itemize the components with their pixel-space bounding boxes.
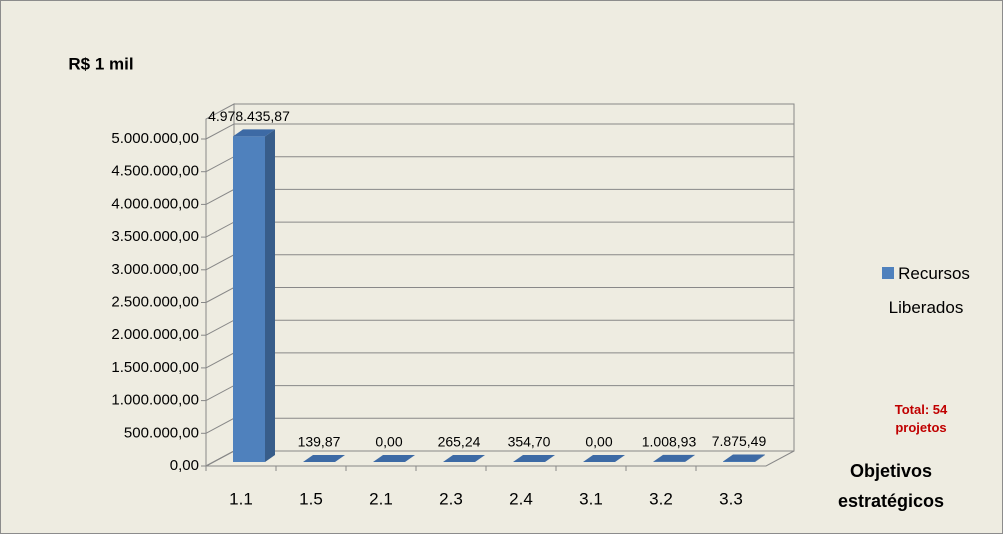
grid-line <box>205 417 794 434</box>
legend: Recursos Liberados <box>856 257 996 325</box>
bar-top <box>373 455 415 462</box>
bar-side <box>755 454 765 462</box>
floor <box>205 450 795 467</box>
grid-line <box>205 352 794 369</box>
legend-label: Recursos Liberados <box>888 264 970 317</box>
y-tick-label: 0,00 <box>170 457 199 474</box>
y-tick-label: 5.000.000,00 <box>111 130 199 147</box>
y-tick-label: 2.500.000,00 <box>111 293 199 310</box>
side-wall <box>205 103 235 467</box>
data-label: 1.008,93 <box>642 434 697 450</box>
bar-top <box>583 455 625 462</box>
grid-line <box>205 221 794 238</box>
y-tick-label: 4.000.000,00 <box>111 195 199 212</box>
grid-line <box>205 385 794 402</box>
y-tick-label: 3.000.000,00 <box>111 261 199 278</box>
legend-swatch <box>882 267 895 279</box>
bar-top <box>653 454 695 462</box>
back-wall <box>233 103 795 452</box>
x-tick-label: 1.1 <box>229 489 253 508</box>
grid-line <box>205 254 794 271</box>
y-tick-label: 500.000,00 <box>124 424 199 441</box>
grid-line <box>205 123 794 140</box>
bar-side <box>685 454 695 462</box>
bar-top <box>723 454 765 462</box>
x-axis-title: Objetivos estratégicos <box>837 461 945 511</box>
x-tick-label: 3.2 <box>649 489 673 508</box>
bar-side <box>335 454 345 462</box>
grid-line <box>205 450 794 467</box>
data-label: 265,24 <box>438 434 481 450</box>
bar <box>233 136 265 463</box>
y-tick-label: 2.000.000,00 <box>111 326 199 343</box>
grid-line <box>205 319 794 336</box>
annotation: Total: 54 projetos <box>894 402 948 435</box>
x-tick-label: 2.3 <box>439 489 463 508</box>
bar-top <box>303 454 345 462</box>
data-label: 0,00 <box>585 434 612 450</box>
bar-side <box>475 454 485 462</box>
data-label: 7.875,49 <box>712 433 767 449</box>
bar-top <box>443 454 485 462</box>
bar-top <box>513 454 555 462</box>
y-tick-label: 4.500.000,00 <box>111 163 199 180</box>
grid-line <box>205 188 794 205</box>
data-label: 0,00 <box>375 434 402 450</box>
grid-line <box>205 287 794 303</box>
bar-side <box>265 129 275 463</box>
x-tick-label: 2.4 <box>509 489 533 508</box>
x-tick-label: 1.5 <box>299 489 323 508</box>
bar-top <box>233 129 275 137</box>
y-tick-label: 3.500.000,00 <box>111 228 199 245</box>
bar-side <box>545 454 555 462</box>
x-tick-label: 2.1 <box>369 489 393 508</box>
x-tick-label: 3.3 <box>719 489 743 508</box>
data-label: 4.978.435,87 <box>208 108 290 124</box>
y-tick-label: 1.500.000,00 <box>111 359 199 376</box>
y-tick-label: 1.000.000,00 <box>111 392 199 409</box>
bar <box>723 461 755 462</box>
x-tick-label: 3.1 <box>579 489 603 508</box>
data-label: 354,70 <box>508 434 551 450</box>
y-axis-title: R$ 1 mil <box>68 54 133 73</box>
data-label: 139,87 <box>298 434 341 450</box>
grid-line <box>205 156 794 173</box>
